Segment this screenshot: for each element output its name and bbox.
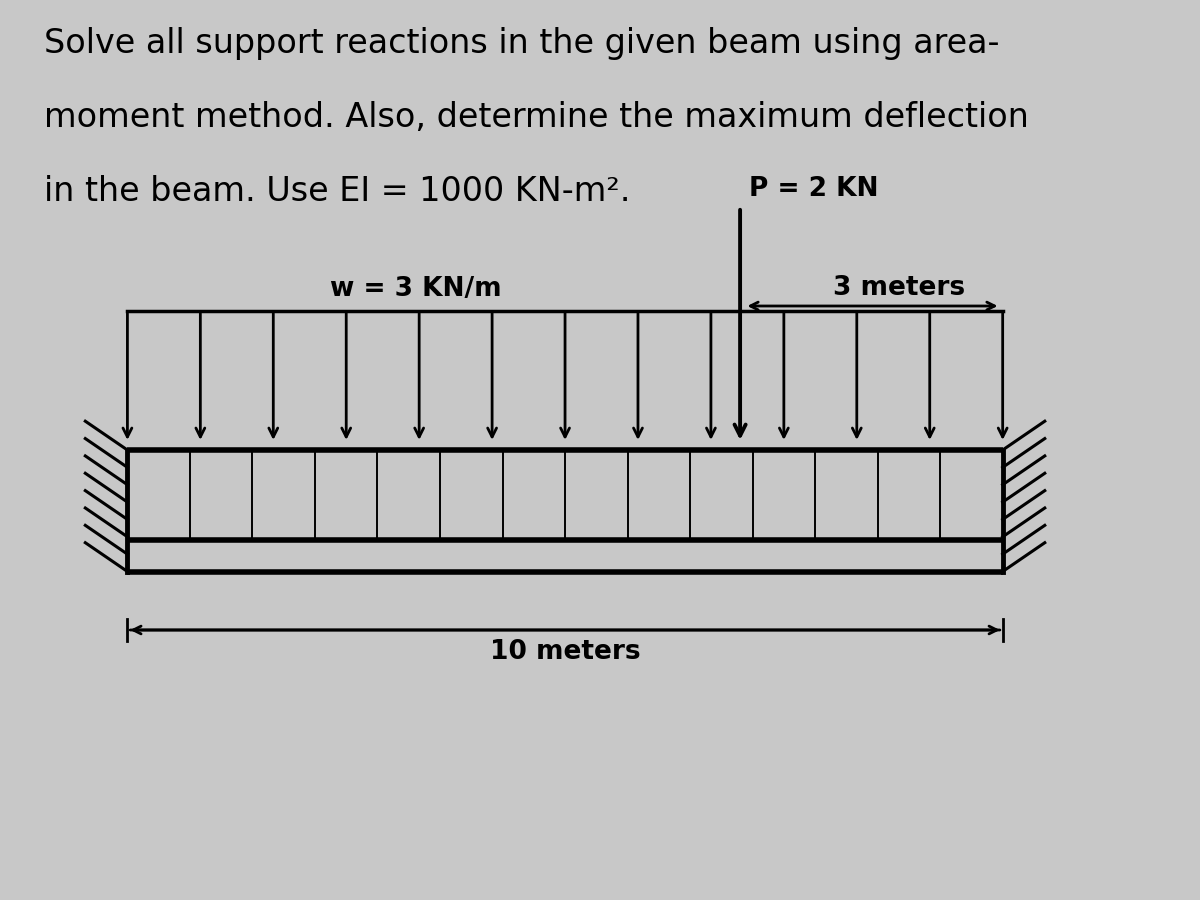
Text: moment method. Also, determine the maximum deflection: moment method. Also, determine the maxim…: [44, 101, 1030, 134]
Text: P = 2 KN: P = 2 KN: [749, 176, 878, 202]
Text: w = 3 KN/m: w = 3 KN/m: [330, 275, 502, 302]
Text: in the beam. Use EI = 1000 KN-m².: in the beam. Use EI = 1000 KN-m².: [44, 175, 631, 208]
Text: 10 meters: 10 meters: [490, 639, 641, 665]
Text: 3 meters: 3 meters: [833, 274, 965, 301]
Text: Solve all support reactions in the given beam using area-: Solve all support reactions in the given…: [44, 27, 1000, 60]
